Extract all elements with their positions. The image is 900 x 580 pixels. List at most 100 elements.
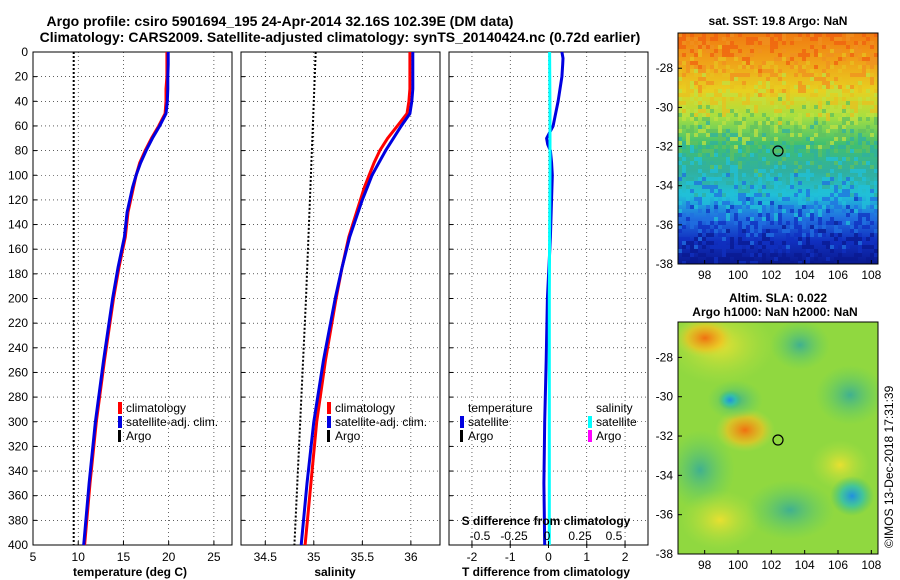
sst-pixel bbox=[858, 253, 862, 257]
sst-pixel bbox=[862, 65, 866, 69]
sst-pixel bbox=[694, 69, 698, 73]
sst-pixel bbox=[862, 141, 866, 145]
legend-label-sal-argo: Argo bbox=[596, 429, 622, 443]
sst-pixel bbox=[818, 129, 822, 133]
map-y-tick-label: -32 bbox=[656, 140, 674, 154]
sst-pixel bbox=[738, 245, 742, 249]
sst-pixel bbox=[786, 185, 790, 189]
sst-pixel bbox=[854, 229, 858, 233]
sst-pixel bbox=[858, 245, 862, 249]
sst-pixel bbox=[682, 109, 686, 113]
sst-pixel bbox=[782, 41, 786, 45]
sst-pixel bbox=[690, 225, 694, 229]
sst-pixel bbox=[838, 205, 842, 209]
sst-pixel bbox=[822, 233, 826, 237]
sst-pixel bbox=[762, 221, 766, 225]
sst-pixel bbox=[774, 137, 778, 141]
sst-pixel bbox=[842, 241, 846, 245]
sst-pixel bbox=[722, 113, 726, 117]
sst-pixel bbox=[770, 117, 774, 121]
s-tick-label: -0.5 bbox=[470, 529, 491, 543]
sst-pixel bbox=[758, 177, 762, 181]
sst-pixel bbox=[766, 33, 770, 37]
sst-pixel bbox=[738, 53, 742, 57]
sst-pixel bbox=[798, 209, 802, 213]
sst-pixel bbox=[862, 153, 866, 157]
sst-pixel bbox=[754, 133, 758, 137]
sst-pixel bbox=[842, 145, 846, 149]
sst-pixel bbox=[730, 157, 734, 161]
sst-pixel bbox=[682, 141, 686, 145]
sla-map-title-1: Altim. SLA: 0.022 bbox=[729, 291, 827, 305]
sst-pixel bbox=[750, 185, 754, 189]
sst-pixel bbox=[798, 33, 802, 37]
sst-pixel bbox=[794, 213, 798, 217]
sst-pixel bbox=[690, 189, 694, 193]
sst-pixel bbox=[802, 173, 806, 177]
sst-pixel bbox=[738, 173, 742, 177]
sst-pixel bbox=[830, 249, 834, 253]
sst-pixel bbox=[710, 81, 714, 85]
sst-pixel bbox=[866, 173, 870, 177]
sst-pixel bbox=[678, 209, 682, 213]
sst-pixel bbox=[858, 65, 862, 69]
sst-pixel bbox=[786, 165, 790, 169]
x-tick-label: 2 bbox=[622, 550, 629, 564]
sst-pixel bbox=[854, 121, 858, 125]
sst-pixel bbox=[806, 101, 810, 105]
sst-pixel bbox=[746, 189, 750, 193]
sst-pixel bbox=[870, 237, 874, 241]
sst-pixel bbox=[846, 45, 850, 49]
sst-pixel bbox=[682, 53, 686, 57]
sst-pixel bbox=[742, 257, 746, 261]
sst-pixel bbox=[782, 57, 786, 61]
sst-pixel bbox=[754, 261, 758, 264]
sst-pixel bbox=[678, 93, 682, 97]
sst-pixel bbox=[822, 69, 826, 73]
x-tick-label: 34.5 bbox=[254, 550, 278, 564]
sst-pixel bbox=[730, 173, 734, 177]
sst-pixel bbox=[830, 185, 834, 189]
sst-pixel bbox=[830, 221, 834, 225]
sst-pixel bbox=[726, 161, 730, 165]
y-tick-label: 200 bbox=[8, 292, 28, 306]
sst-pixel bbox=[790, 65, 794, 69]
sst-pixel bbox=[770, 253, 774, 257]
sst-pixel bbox=[850, 181, 854, 185]
sst-pixel bbox=[834, 161, 838, 165]
sst-pixel bbox=[798, 161, 802, 165]
sst-pixel bbox=[698, 145, 702, 149]
sst-pixel bbox=[706, 213, 710, 217]
sst-pixel bbox=[730, 145, 734, 149]
sst-pixel bbox=[710, 97, 714, 101]
sst-pixel bbox=[682, 145, 686, 149]
sst-pixel bbox=[826, 185, 830, 189]
sst-pixel bbox=[790, 57, 794, 61]
sst-pixel bbox=[694, 133, 698, 137]
sst-pixel bbox=[710, 177, 714, 181]
sst-pixel bbox=[730, 205, 734, 209]
title-line-1: Argo profile: csiro 5901694_195 24-Apr-2… bbox=[47, 13, 514, 29]
sst-pixel bbox=[866, 97, 870, 101]
sst-pixel bbox=[758, 69, 762, 73]
sst-pixel bbox=[718, 213, 722, 217]
sst-pixel bbox=[854, 113, 858, 117]
salinity-panel bbox=[240, 51, 441, 546]
sst-pixel bbox=[846, 221, 850, 225]
sst-pixel bbox=[842, 257, 846, 261]
sst-pixel bbox=[774, 57, 778, 61]
sst-pixel bbox=[734, 137, 738, 141]
sst-pixel bbox=[810, 93, 814, 97]
sst-pixel bbox=[710, 193, 714, 197]
x-tick-label: 10 bbox=[72, 550, 86, 564]
sst-pixel bbox=[842, 57, 846, 61]
sst-pixel bbox=[766, 213, 770, 217]
sst-pixel bbox=[786, 145, 790, 149]
sst-pixel bbox=[794, 65, 798, 69]
sst-pixel bbox=[698, 109, 702, 113]
sst-pixel bbox=[738, 177, 742, 181]
sst-pixel bbox=[786, 61, 790, 65]
sst-pixel bbox=[838, 145, 842, 149]
sst-pixel bbox=[722, 233, 726, 237]
sst-pixel bbox=[846, 109, 850, 113]
